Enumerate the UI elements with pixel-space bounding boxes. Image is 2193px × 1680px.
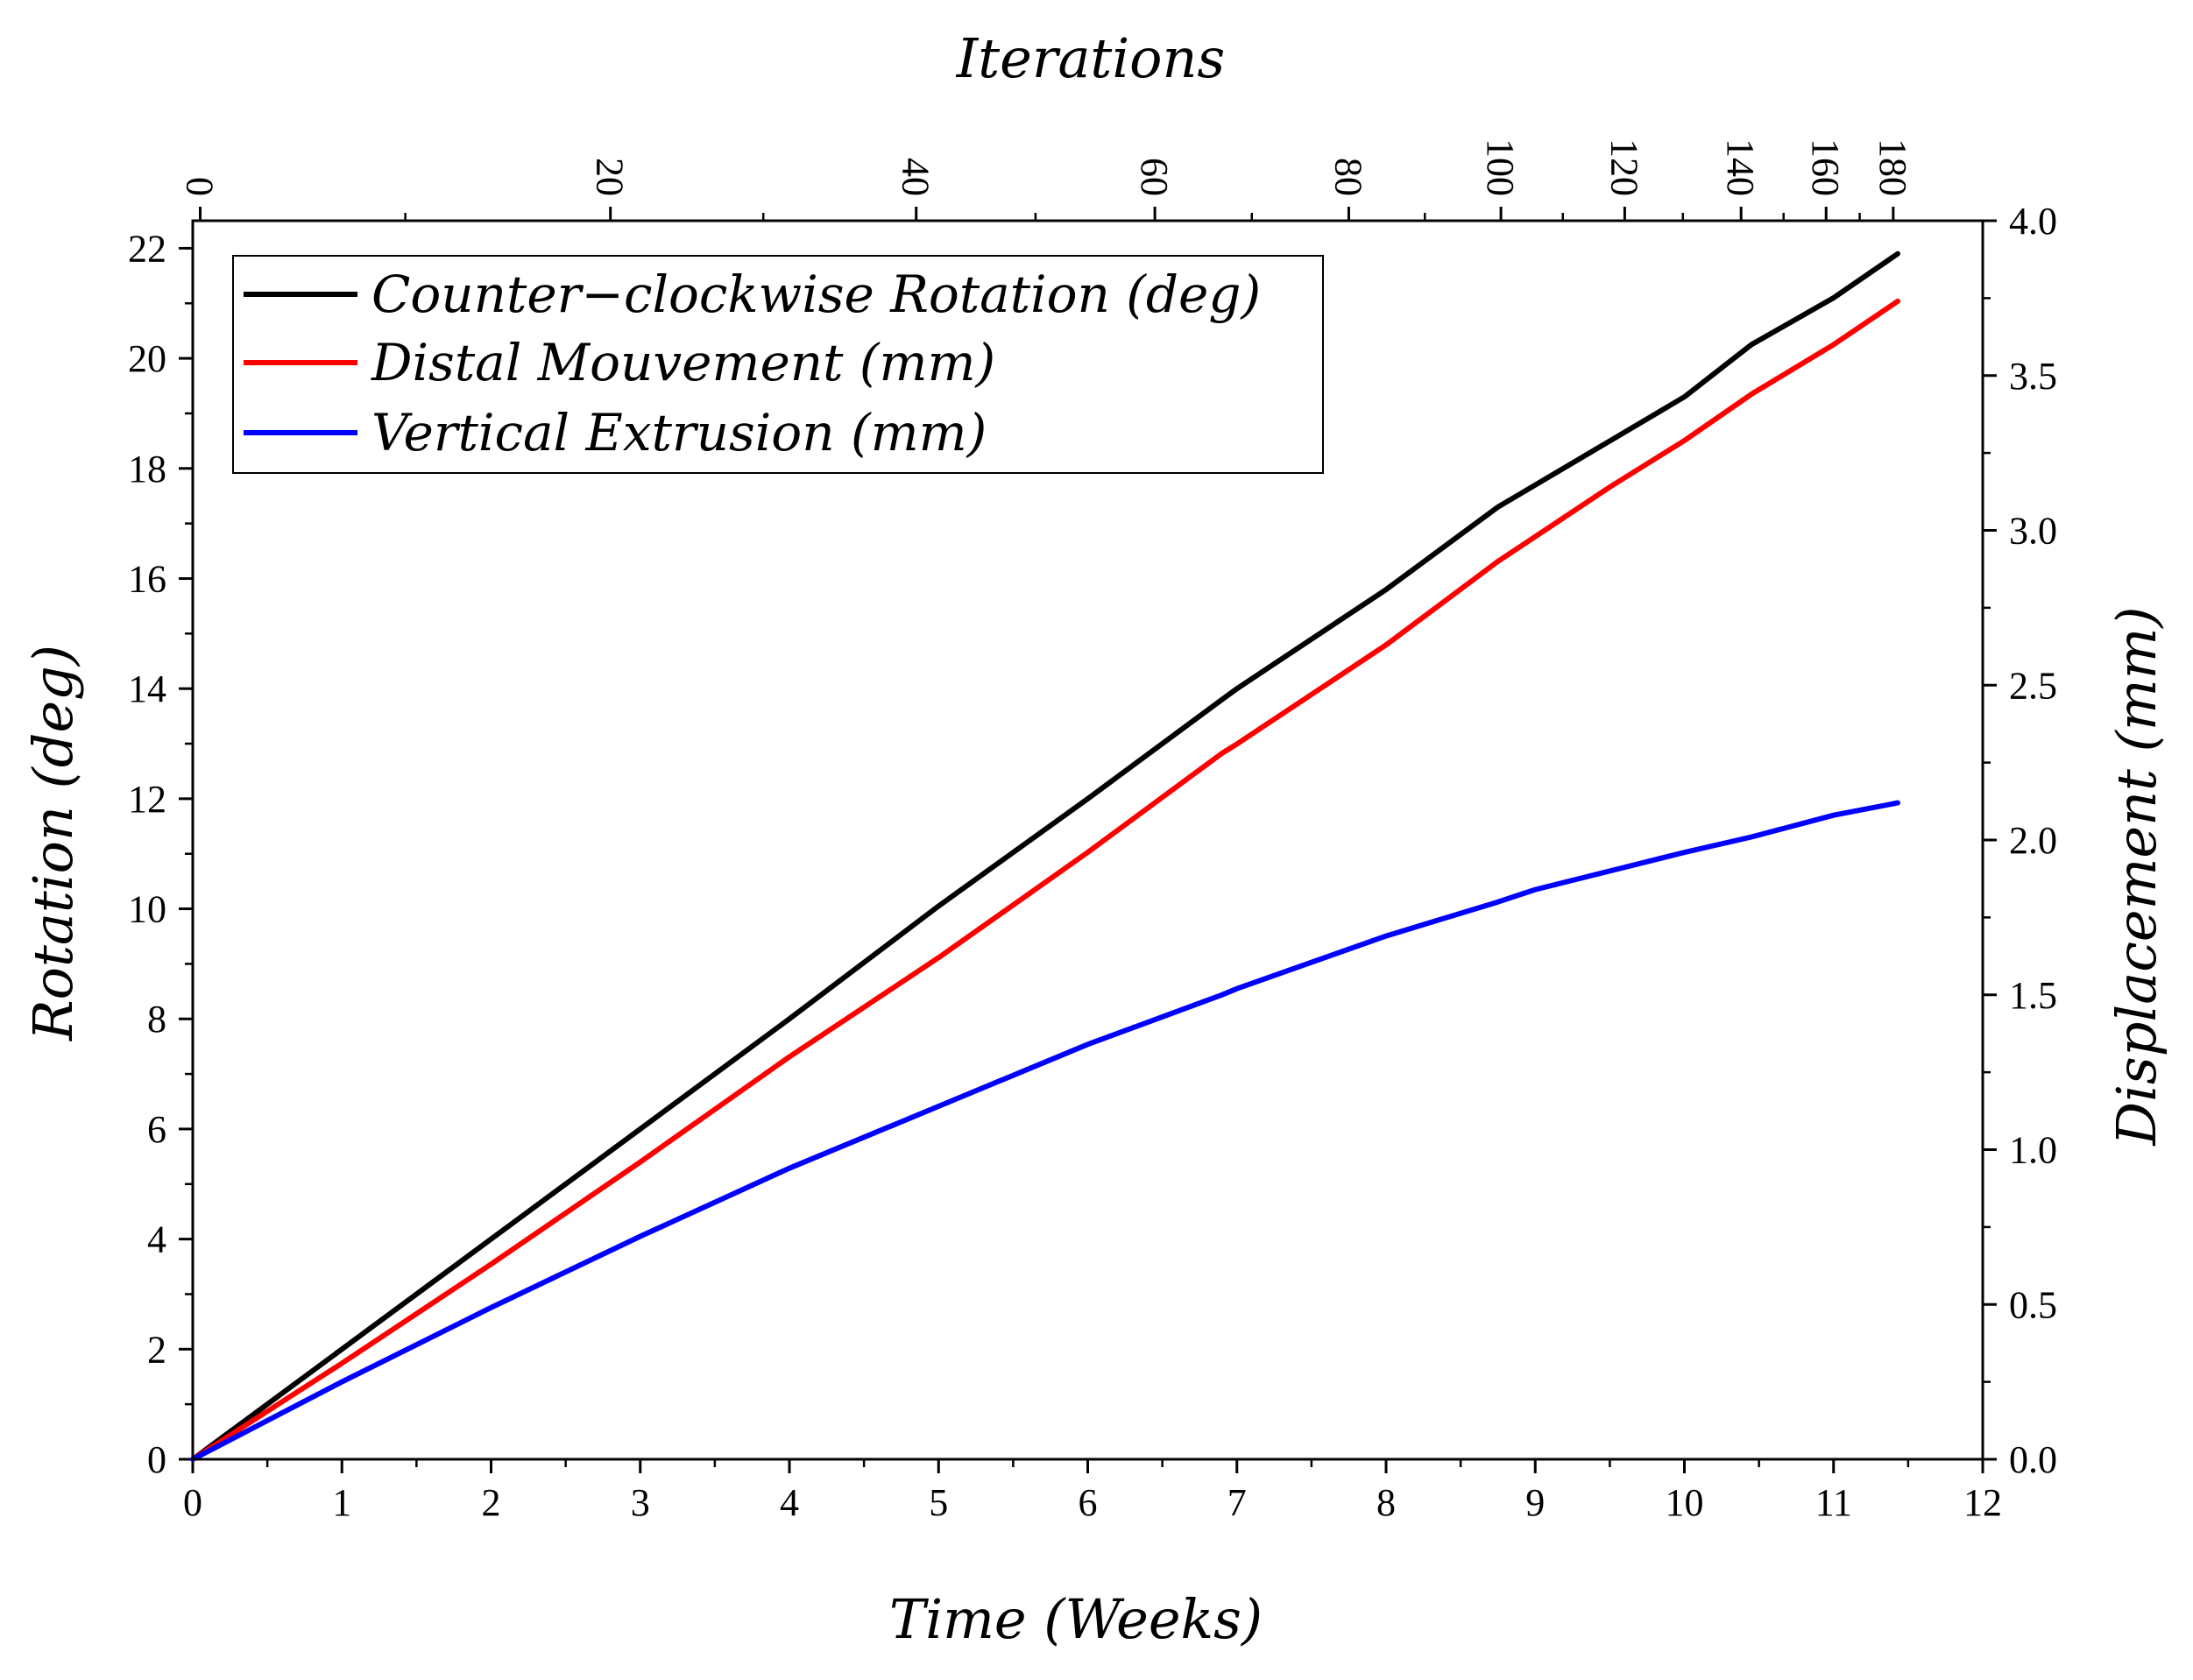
y-axis-left-title: Rotation (deg) <box>21 645 85 1041</box>
legend-label-rotation: Counter−clockwise Rotation (deg) <box>371 265 1261 324</box>
x-tick-label: 11 <box>1815 1481 1852 1524</box>
series-distal-line <box>190 298 1900 1462</box>
y-right-tick-label: 1.5 <box>2009 974 2057 1017</box>
y-left-tick-label: 2 <box>147 1328 166 1371</box>
y-left-tick-label: 4 <box>147 1218 166 1261</box>
legend-label-vertical: Vertical Extrusion (mm) <box>371 403 987 462</box>
tick-labels: 0 1 2 3 4 5 6 7 8 9 10 11 1202468101214161820220.00.… <box>128 138 2057 1524</box>
y-left-tick-label: 14 <box>128 667 166 710</box>
y-right-tick-label: 4.0 <box>2009 200 2057 243</box>
y-left-tick-label: 10 <box>128 888 166 931</box>
x-tick-label: 2 <box>482 1481 501 1524</box>
top-tick-label: 0 <box>179 177 222 196</box>
top-tick-label: 80 <box>1326 158 1369 196</box>
x-tick-label: 8 <box>1376 1481 1396 1524</box>
top-axis-title: Iterations <box>956 26 1226 90</box>
x-tick-label: 5 <box>929 1481 948 1524</box>
top-tick-label: 180 <box>1871 138 1914 196</box>
x-tick-label: 0 <box>183 1481 202 1524</box>
top-tick-label: 100 <box>1479 138 1522 196</box>
x-tick-label: 3 <box>631 1481 650 1524</box>
top-tick-label: 20 <box>589 158 632 196</box>
x-tick-label: 12 <box>1963 1481 2002 1524</box>
y-right-tick-label: 0.5 <box>2009 1283 2057 1326</box>
top-tick-label: 160 <box>1804 138 1847 196</box>
legend: Counter−clockwise Rotation (deg) Distal … <box>232 255 1324 474</box>
y-right-tick-label: 1.0 <box>2009 1129 2057 1172</box>
series-vertical-line <box>190 800 1900 1462</box>
y-axis-right-title: Displacement (mm) <box>2105 606 2168 1146</box>
y-left-tick-label: 8 <box>147 998 166 1041</box>
top-tick-label: 120 <box>1602 138 1645 196</box>
x-tick-label: 9 <box>1525 1481 1545 1524</box>
y-left-tick-label: 18 <box>128 448 166 491</box>
x-tick-label: 10 <box>1666 1481 1704 1524</box>
y-left-tick-label: 12 <box>128 778 166 821</box>
x-tick-label: 7 <box>1227 1481 1247 1524</box>
x-tick-label: 6 <box>1079 1481 1098 1524</box>
x-tick-label: 1 <box>332 1481 351 1524</box>
y-right-tick-label: 2.0 <box>2009 819 2057 862</box>
series-group <box>190 251 1900 1462</box>
plot-frame <box>191 219 1984 1461</box>
x-axis-title: Time (Weeks) <box>889 1587 1263 1651</box>
y-left-tick-label: 0 <box>147 1438 166 1481</box>
top-tick-label: 40 <box>895 158 937 196</box>
series-rotation-line <box>190 251 1900 1462</box>
legend-box <box>232 255 1324 474</box>
y-left-tick-label: 22 <box>128 227 166 270</box>
top-tick-label: 60 <box>1133 158 1176 196</box>
y-left-tick-label: 6 <box>147 1108 166 1151</box>
legend-label-distal: Distal Mouvement (mm) <box>371 333 995 392</box>
y-right-tick-label: 2.5 <box>2009 664 2057 707</box>
y-right-tick-label: 3.0 <box>2009 510 2057 553</box>
top-tick-label: 140 <box>1719 138 1762 196</box>
y-left-tick-label: 16 <box>128 557 166 600</box>
y-left-tick-label: 20 <box>128 337 166 380</box>
y-right-tick-label: 0.0 <box>2009 1438 2057 1481</box>
y-right-tick-label: 3.5 <box>2009 355 2057 398</box>
x-tick-label: 4 <box>780 1481 799 1524</box>
